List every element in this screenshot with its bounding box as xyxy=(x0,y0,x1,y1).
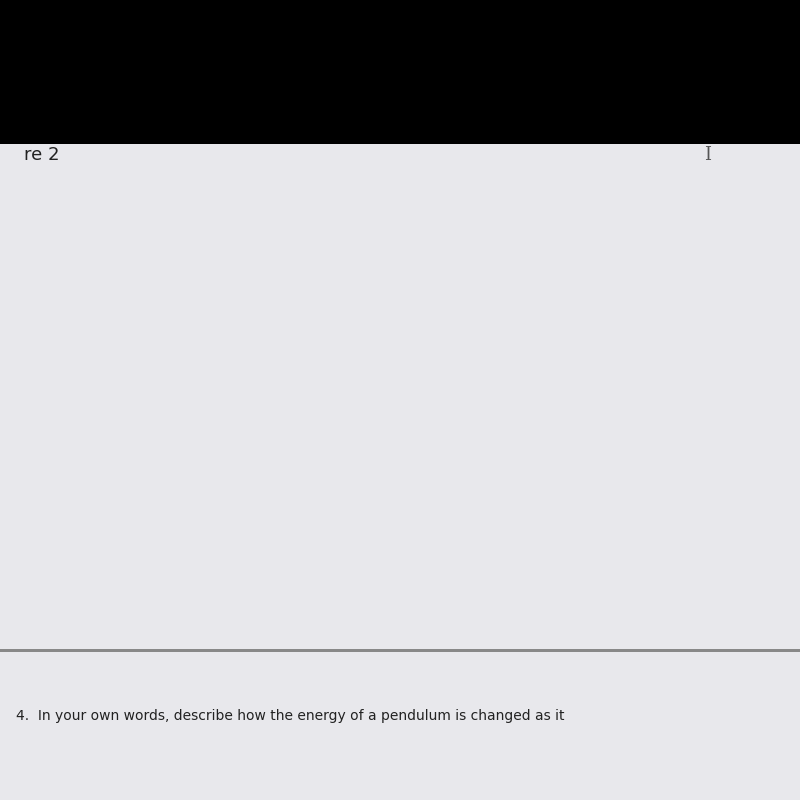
Text: Potential energy: Potential energy xyxy=(627,261,737,344)
Title: Potential Energy and Kinetic Energy
of a Pendulum vs. Time: Potential Energy and Kinetic Energy of a… xyxy=(273,178,639,217)
X-axis label: Time: Time xyxy=(435,620,477,635)
Text: I: I xyxy=(704,146,711,164)
Text: re 2: re 2 xyxy=(24,146,59,164)
Text: Kinetic energy: Kinetic energy xyxy=(275,261,372,344)
Text: 4.  In your own words, describe how the energy of a pendulum is changed as it: 4. In your own words, describe how the e… xyxy=(16,709,565,723)
Y-axis label: Energy: Energy xyxy=(138,381,153,435)
